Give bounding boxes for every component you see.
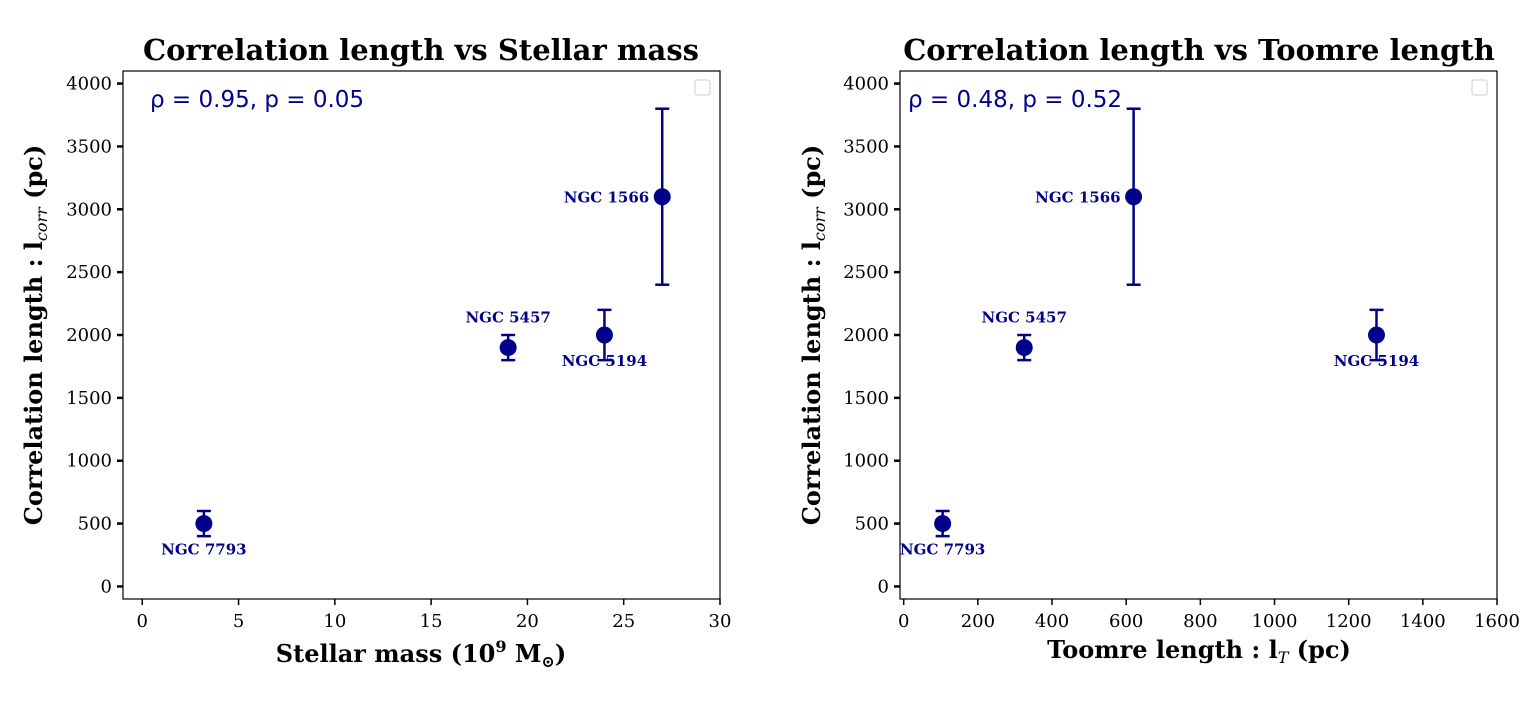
- x-axis-label: Toomre length : lT (pc): [1047, 635, 1351, 667]
- data-point: [1015, 339, 1033, 357]
- point-label: NGC 7793: [161, 541, 246, 559]
- y-label-unit: (pc): [797, 145, 826, 207]
- x-label-sub: ⊙: [541, 652, 554, 671]
- chart-stellar-mass: Correlation length vs Stellar mass ρ = 0…: [19, 33, 731, 671]
- x-tick-label: 1600: [1474, 611, 1520, 632]
- x-label-unit: M: [507, 639, 542, 668]
- point-label: NGC 7793: [900, 541, 985, 559]
- y-tick-label: 4000: [66, 74, 112, 95]
- y-ticks: 0 500 1000 1500 2000 2500 3000 3500 4000: [843, 74, 900, 597]
- chart-toomre-length: Correlation length vs Toomre length ρ = …: [797, 33, 1520, 667]
- rho-value: ρ = 0.48,: [908, 87, 1022, 113]
- x-tick-label: 600: [1109, 611, 1143, 632]
- point-label: NGC 5457: [465, 309, 550, 327]
- y-label-sub: corr: [32, 206, 51, 241]
- x-tick-label: 1400: [1400, 611, 1446, 632]
- x-tick-label: 10: [323, 611, 346, 632]
- y-label-unit: (pc): [19, 145, 48, 207]
- y-tick-label: 2000: [843, 325, 889, 346]
- rho-value: ρ = 0.95,: [150, 87, 264, 113]
- data-point: [499, 339, 517, 357]
- y-tick-label: 2500: [843, 262, 889, 283]
- plot-area: [899, 70, 1498, 600]
- x-tick-label: 1200: [1326, 611, 1372, 632]
- point-label: NGC 1566: [564, 189, 649, 207]
- x-tick-label: 800: [1183, 611, 1217, 632]
- data-point: [934, 515, 952, 533]
- data-point: [1367, 326, 1385, 344]
- point-label: NGC 1566: [1035, 189, 1120, 207]
- legend-box: [694, 79, 711, 96]
- point-label: NGC 5194: [1334, 352, 1419, 370]
- y-tick-label: 1000: [66, 451, 112, 472]
- chart-title: Correlation length vs Toomre length: [903, 33, 1495, 67]
- x-tick-label: 0: [137, 611, 148, 632]
- data-points: NGC 1566 NGC 5457 NGC 5194 NGC 7793: [161, 107, 671, 559]
- x-ticks: 0 5 10 15 20 25 30: [137, 599, 732, 632]
- y-ticks: 0 500 1000 1500 2000 2500 3000 3500 4000: [66, 74, 123, 597]
- x-ticks: 0 200 400 600 800 1000 1200 1400 1600: [898, 599, 1520, 632]
- legend-box: [1471, 79, 1488, 96]
- data-points: NGC 1566 NGC 5457 NGC 5194 NGC 7793: [900, 107, 1419, 559]
- data-point: [1125, 188, 1143, 206]
- y-tick-label: 3500: [843, 136, 889, 157]
- correlation-annotation: ρ = 0.95, p = 0.05: [150, 87, 364, 113]
- x-label-sup: 9: [495, 637, 506, 656]
- y-tick-label: 1000: [843, 451, 889, 472]
- x-tick-label: 20: [516, 611, 539, 632]
- correlation-annotation: ρ = 0.48, p = 0.52: [908, 87, 1122, 113]
- point-label: NGC 5457: [982, 309, 1067, 327]
- y-label-main: Correlation length : l: [797, 241, 826, 525]
- x-tick-label: 25: [612, 611, 635, 632]
- plot-area: [122, 70, 721, 600]
- y-axis-label: Correlation length : lcorr (pc): [797, 145, 829, 526]
- chart-title: Correlation length vs Stellar mass: [143, 33, 699, 67]
- x-tick-label: 15: [420, 611, 443, 632]
- x-label-main: Toomre length : l: [1047, 635, 1278, 664]
- p-value: p = 0.05: [264, 87, 364, 113]
- x-tick-label: 1000: [1252, 611, 1298, 632]
- x-label-close: ): [555, 639, 566, 668]
- y-tick-label: 0: [101, 576, 112, 597]
- x-label-main: Stellar mass (10: [276, 639, 496, 668]
- y-tick-label: 500: [855, 514, 889, 535]
- p-value: p = 0.52: [1022, 87, 1122, 113]
- point-label: NGC 5194: [562, 352, 647, 370]
- y-label-sub: corr: [810, 206, 829, 241]
- x-label-sub: T: [1278, 648, 1290, 667]
- x-tick-label: 400: [1035, 611, 1069, 632]
- y-tick-label: 2500: [66, 262, 112, 283]
- y-label-main: Correlation length : l: [19, 241, 48, 525]
- data-point: [595, 326, 613, 344]
- y-axis-label: Correlation length : lcorr (pc): [19, 145, 51, 526]
- y-tick-label: 3500: [66, 136, 112, 157]
- y-tick-label: 3000: [843, 199, 889, 220]
- x-tick-label: 30: [709, 611, 732, 632]
- y-tick-label: 1500: [843, 388, 889, 409]
- y-tick-label: 2000: [66, 325, 112, 346]
- y-tick-label: 0: [878, 576, 889, 597]
- data-point: [195, 515, 213, 533]
- y-tick-label: 3000: [66, 199, 112, 220]
- y-tick-label: 4000: [843, 74, 889, 95]
- data-point: [653, 188, 671, 206]
- x-tick-label: 0: [898, 611, 909, 632]
- x-tick-label: 200: [961, 611, 995, 632]
- x-tick-label: 5: [233, 611, 244, 632]
- y-tick-label: 1500: [66, 388, 112, 409]
- x-label-unit: (pc): [1288, 635, 1350, 664]
- x-axis-label: Stellar mass (109 M⊙): [276, 637, 566, 671]
- y-tick-label: 500: [78, 514, 112, 535]
